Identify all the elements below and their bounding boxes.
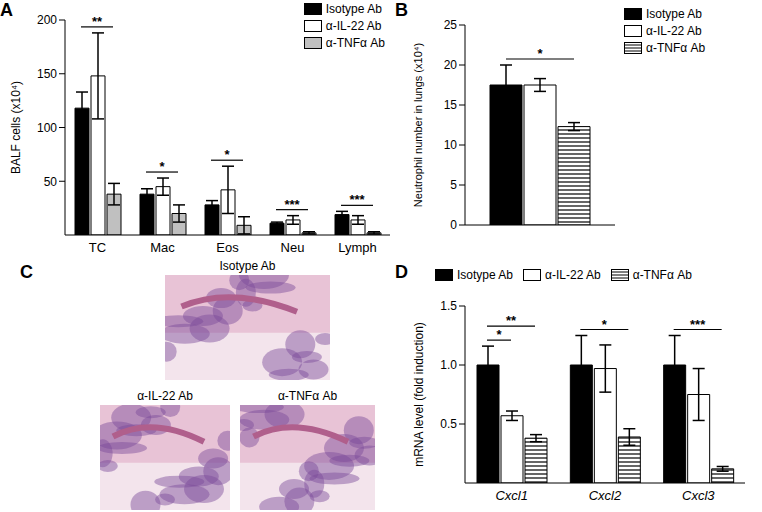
- html-text:α-IL-22 Ab: α-IL-22 Ab: [137, 389, 193, 403]
- svg-text:Cxcl3: Cxcl3: [682, 488, 715, 503]
- svg-text:Mac: Mac: [150, 240, 175, 255]
- html-text:C: C: [20, 262, 33, 282]
- svg-text:*: *: [224, 147, 230, 162]
- html-text:α-IL-22 Ab: α-IL-22 Ab: [646, 24, 702, 38]
- html-text:α-TNFα Ab: α-TNFα Ab: [632, 268, 692, 282]
- svg-text:25: 25: [444, 18, 458, 32]
- html-text:D: D: [395, 262, 408, 282]
- svg-text:Neutrophil number in lungs (x1: Neutrophil number in lungs (x10⁴): [412, 43, 424, 207]
- svg-text:Lymph: Lymph: [338, 240, 377, 255]
- svg-text:***: ***: [690, 317, 706, 332]
- svg-text:BALF cells (x10⁴): BALF cells (x10⁴): [9, 81, 23, 174]
- svg-text:mRNA level (fold induction): mRNA level (fold induction): [412, 322, 426, 467]
- svg-text:1.5: 1.5: [440, 299, 457, 313]
- svg-text:100: 100: [37, 121, 57, 135]
- svg-text:1.0: 1.0: [440, 358, 457, 372]
- html-text:α-TNFα Ab: α-TNFα Ab: [277, 389, 338, 403]
- svg-text:200: 200: [37, 13, 57, 27]
- svg-text:*: *: [496, 327, 502, 342]
- svg-text:*: *: [602, 317, 608, 332]
- html-text:α-TNFα Ab: α-TNFα Ab: [646, 41, 706, 55]
- html-text:Isotype Ab: Isotype Ab: [646, 7, 702, 21]
- svg-text:0: 0: [450, 218, 457, 232]
- svg-text:Cxcl2: Cxcl2: [589, 488, 622, 503]
- svg-text:5: 5: [450, 178, 457, 192]
- svg-text:Cxcl1: Cxcl1: [495, 488, 528, 503]
- html-text:Isotype Ab: Isotype Ab: [457, 268, 513, 282]
- svg-text:*: *: [537, 46, 543, 61]
- html-text:Isotype Ab: Isotype Ab: [325, 2, 382, 16]
- svg-text:**: **: [506, 313, 517, 328]
- svg-text:*: *: [159, 159, 165, 174]
- html-text:B: B: [395, 0, 408, 20]
- html-text:α-IL-22 Ab: α-IL-22 Ab: [325, 19, 382, 33]
- svg-text:50: 50: [44, 175, 58, 189]
- svg-text:***: ***: [349, 192, 365, 207]
- html-text:α-TNFα Ab: α-TNFα Ab: [325, 36, 385, 50]
- html-text:A: A: [0, 0, 13, 20]
- svg-text:Eos: Eos: [216, 240, 239, 255]
- svg-text:150: 150: [37, 67, 57, 81]
- svg-text:10: 10: [444, 138, 458, 152]
- html-text:Isotype Ab: Isotype Ab: [219, 259, 276, 273]
- html-text:α-IL-22 Ab: α-IL-22 Ab: [545, 268, 601, 282]
- svg-text:0.5: 0.5: [440, 417, 457, 431]
- svg-text:Neu: Neu: [281, 240, 305, 255]
- svg-text:TC: TC: [89, 240, 106, 255]
- svg-text:20: 20: [444, 58, 458, 72]
- svg-text:**: **: [92, 14, 103, 29]
- svg-text:***: ***: [284, 197, 300, 212]
- svg-text:15: 15: [444, 98, 458, 112]
